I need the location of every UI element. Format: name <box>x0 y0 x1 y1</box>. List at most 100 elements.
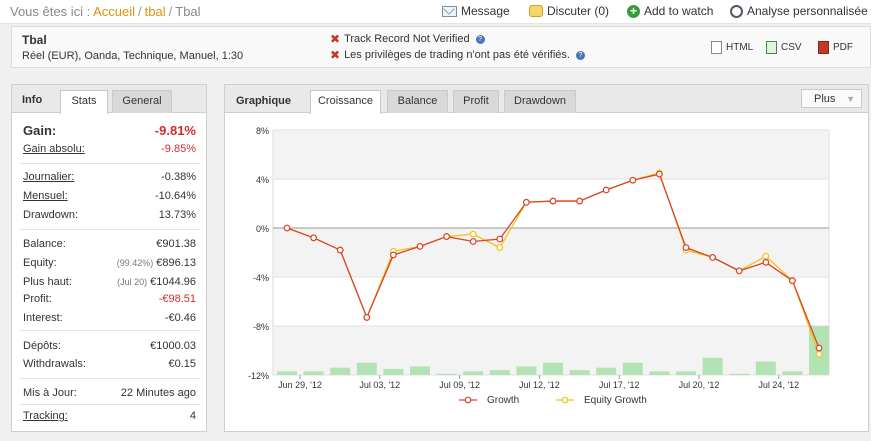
tab-profit[interactable]: Profit <box>453 90 499 113</box>
stat-label: Mensuel: <box>23 190 68 202</box>
stat-withdrawals: Withdrawals: €0.15 <box>23 358 196 370</box>
export-html-label: HTML <box>726 42 754 53</box>
stat-label: Profit: <box>23 293 52 305</box>
volume-bar <box>356 362 377 375</box>
help-icon[interactable]: ? <box>475 34 485 44</box>
tracking-link[interactable]: Tracking: <box>23 410 68 422</box>
stat-gain-absolu: Gain absolu: -9.85% <box>23 143 196 155</box>
message-label: Message <box>461 4 510 18</box>
equity-point <box>496 244 504 252</box>
growth-point <box>576 197 584 205</box>
stat-value: 13.73% <box>158 209 196 221</box>
stat-value: €0.15 <box>168 358 196 370</box>
volume-bar <box>622 362 643 375</box>
export-csv-label: CSV <box>781 42 802 53</box>
stat-value: 22 Minutes ago <box>120 387 196 399</box>
growth-point <box>523 198 530 206</box>
tab-stats[interactable]: Stats <box>60 90 108 114</box>
message-button[interactable]: Message <box>442 4 510 18</box>
stat-depots: Dépôts: €1000.03 <box>23 340 196 352</box>
divider <box>20 163 200 164</box>
x-tick-label: Jul 03, '12 <box>359 380 400 390</box>
y-tick-label: 8% <box>256 126 269 136</box>
volume-bar <box>569 370 590 375</box>
stat-profit: Profit: -€98.51 <box>23 293 196 305</box>
tab-croissance[interactable]: Croissance <box>310 90 381 114</box>
breadcrumb-user-link[interactable]: tbal <box>144 4 166 19</box>
stat-value: €1000.03 <box>150 340 196 352</box>
export-html-button[interactable]: HTML <box>711 41 753 54</box>
chat-icon <box>529 5 543 17</box>
growth-point <box>416 242 424 250</box>
growth-point <box>789 277 796 285</box>
stat-label: Withdrawals: <box>23 358 86 370</box>
warning-track-record-text: Track Record Not Verified <box>344 33 470 45</box>
equity-point <box>762 252 770 260</box>
volume-bar <box>330 367 351 375</box>
cross-icon: ✖ <box>330 32 341 46</box>
stat-equity: Equity: (99.42%) €896.13 <box>23 257 196 269</box>
growth-point <box>363 314 371 321</box>
stat-mensuel: Mensuel: -10.64% <box>23 190 196 202</box>
volume-bar <box>277 371 297 375</box>
volume-bar <box>755 361 776 375</box>
csv-file-icon <box>766 41 777 54</box>
export-csv-button[interactable]: CSV <box>766 41 802 54</box>
discuss-button[interactable]: Discuter (0) <box>529 4 609 18</box>
stats-panel: Info Stats General Gain: -9.81% Gain abs… <box>11 84 207 432</box>
stat-value: 4 <box>189 410 196 422</box>
x-tick-label: Jul 09, '12 <box>439 380 480 390</box>
volume-bar <box>410 366 430 375</box>
top-bar: Vous êtes ici : Accueil / tbal / Tbal Messag… <box>0 0 871 24</box>
tab-balance[interactable]: Balance <box>387 90 448 113</box>
add-to-watch-button[interactable]: + Add to watch <box>627 4 713 18</box>
volume-bar <box>516 366 537 375</box>
stat-drawdown: Drawdown: 13.73% <box>23 209 196 221</box>
stat-label: Gain: <box>23 123 57 138</box>
stat-value: €896.13 <box>156 257 196 269</box>
divider <box>20 404 200 405</box>
breadcrumb-prefix: Vous êtes ici : <box>10 4 91 19</box>
growth-point <box>496 235 504 243</box>
breadcrumb-home-link[interactable]: Accueil <box>93 4 136 19</box>
custom-analysis-button[interactable]: Analyse personnalisée <box>730 4 868 18</box>
volume-bar <box>649 371 670 375</box>
tab-drawdown[interactable]: Drawdown <box>504 90 576 113</box>
stat-value: €901.38 <box>156 238 196 250</box>
help-icon[interactable]: ? <box>575 50 585 60</box>
chart-tabs: Graphique Croissance Balance Profit Draw… <box>225 85 868 114</box>
y-tick-label: 4% <box>256 175 269 185</box>
system-name: Tbal <box>22 33 47 47</box>
growth-point <box>602 186 610 194</box>
stat-label: Drawdown: <box>23 209 79 221</box>
system-description: Réel (EUR), Oanda, Technique, Manuel, 1:… <box>22 50 244 62</box>
warning-privileges: ✖ Les privilèges de trading n'ont pas ét… <box>330 48 585 62</box>
stat-label: Balance: <box>23 238 66 250</box>
export-pdf-button[interactable]: PDF <box>818 41 853 54</box>
legend-label: Equity Growth <box>584 395 647 406</box>
equity-point <box>815 350 823 358</box>
volume-bar <box>489 370 510 375</box>
stat-value: -0.38% <box>161 171 196 183</box>
chart-panel: Graphique Croissance Balance Profit Draw… <box>224 84 869 432</box>
volume-bar <box>676 371 696 375</box>
x-tick-label: Jun 29, '12 <box>278 380 322 390</box>
stat-label: Equity: <box>23 257 57 269</box>
stat-value: -9.85% <box>161 143 196 155</box>
x-tick-label: Jul 17, '12 <box>599 380 640 390</box>
custom-analysis-label: Analyse personnalisée <box>747 4 868 18</box>
divider <box>20 229 200 230</box>
stat-value: -10.64% <box>155 190 196 202</box>
equity-point <box>469 230 477 238</box>
volume-bar <box>729 373 750 375</box>
divider <box>20 330 200 331</box>
export-pdf-label: PDF <box>833 42 853 53</box>
mail-icon <box>442 5 457 17</box>
legend-label: Growth <box>487 395 519 406</box>
stat-sub: (99.42%) <box>116 258 154 268</box>
more-dropdown[interactable]: Plus ▼ <box>801 89 862 108</box>
stat-value: -9.81% <box>154 123 196 138</box>
growth-chart-svg: 8% 4% 0% -4% -8% -12% Jun 29, '12 Jul 03, '12 Ju… <box>248 126 830 406</box>
clock-icon <box>730 4 743 18</box>
tab-general[interactable]: General <box>112 90 172 113</box>
